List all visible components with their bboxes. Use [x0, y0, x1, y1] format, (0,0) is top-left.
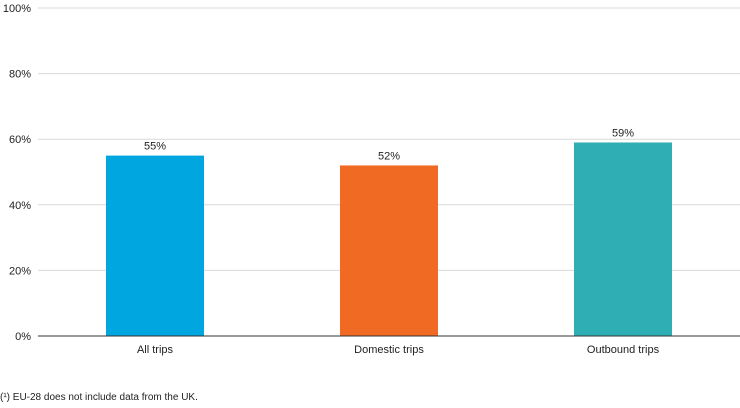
- category-label: Domestic trips: [354, 344, 424, 356]
- bar: [574, 142, 672, 336]
- x-axis-categories: All trips Domestic trips Outbound trips: [137, 344, 660, 356]
- y-axis-ticks: 0% 20% 40% 60% 80% 100%: [3, 3, 31, 343]
- bar-chart: 0% 20% 40% 60% 80% 100% 55% 52% 59% All trips Do…: [3, 3, 740, 356]
- y-tick-label: 20%: [9, 265, 31, 277]
- bar: [340, 165, 438, 336]
- bars: [106, 142, 672, 336]
- category-label: All trips: [137, 344, 174, 356]
- bar: [106, 155, 204, 336]
- data-label: 55%: [144, 141, 166, 153]
- y-tick-label: 80%: [9, 69, 31, 81]
- data-labels: 55% 52% 59%: [144, 127, 634, 162]
- y-tick-label: 0%: [15, 331, 31, 343]
- data-label: 59%: [612, 127, 634, 139]
- data-label: 52%: [378, 150, 400, 162]
- y-tick-label: 40%: [9, 200, 31, 212]
- category-label: Outbound trips: [587, 344, 660, 356]
- footnote: (¹) EU-28 does not include data from the…: [0, 392, 198, 403]
- y-tick-label: 60%: [9, 134, 31, 146]
- y-tick-label: 100%: [3, 3, 31, 15]
